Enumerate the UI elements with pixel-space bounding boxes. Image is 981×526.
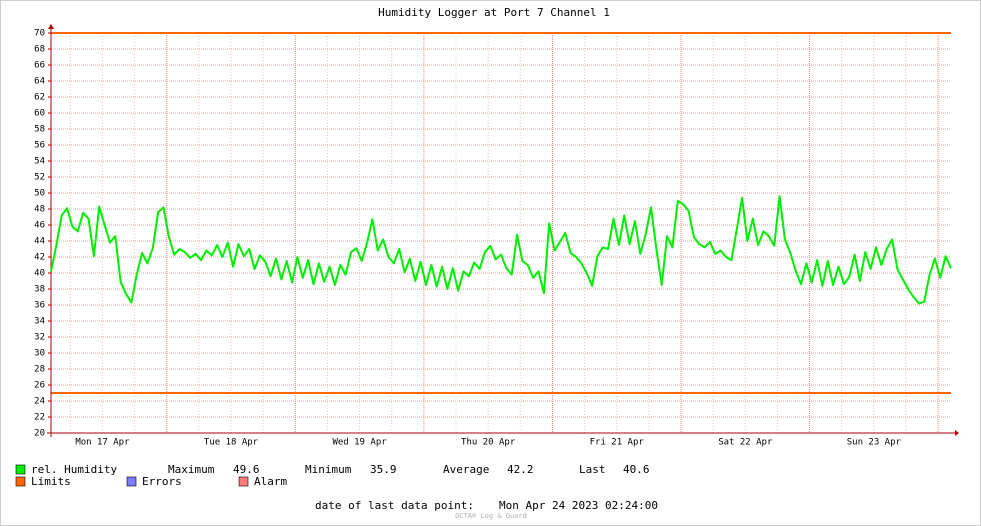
x-arrow — [955, 430, 959, 436]
x-tick-label: Sun 23 Apr — [847, 438, 902, 448]
y-tick-label: 28 — [34, 365, 45, 375]
legend-label: rel. Humidity — [31, 463, 117, 476]
stat-value: 49.6 — [233, 463, 260, 476]
y-tick-label: 20 — [34, 429, 45, 439]
chart-title: Humidity Logger at Port 7 Channel 1 — [378, 6, 610, 19]
x-tick-label: Thu 20 Apr — [461, 438, 516, 448]
last-data-point: Mon Apr 24 2023 02:24:00 — [499, 499, 658, 512]
legend-swatch — [126, 476, 137, 487]
y-tick-label: 68 — [34, 45, 45, 55]
y-tick-label: 64 — [34, 77, 45, 87]
y-tick-label: 30 — [34, 349, 45, 359]
legend-swatch — [238, 476, 249, 487]
x-tick-label: Fri 21 Apr — [590, 438, 645, 448]
x-tick-label: Wed 19 Apr — [332, 438, 387, 448]
y-tick-label: 50 — [34, 189, 45, 199]
stat-label: Last — [579, 463, 606, 476]
watermark: OCTA® Log & Guard — [455, 512, 527, 520]
y-tick-label: 62 — [34, 93, 45, 103]
y-tick-label: 42 — [34, 253, 45, 263]
y-tick-label: 22 — [34, 413, 45, 423]
stat-value: 40.6 — [623, 463, 650, 476]
y-tick-label: 46 — [34, 221, 45, 231]
y-tick-label: 38 — [34, 285, 45, 295]
y-tick-label: 36 — [34, 301, 45, 311]
y-tick-label: 70 — [34, 29, 45, 39]
y-tick-label: 44 — [34, 237, 45, 247]
y-tick-label: 32 — [34, 333, 45, 343]
y-tick-label: 24 — [34, 397, 45, 407]
y-tick-label: 54 — [34, 157, 45, 167]
legend-label: Errors — [142, 475, 182, 488]
y-tick-label: 48 — [34, 205, 45, 215]
y-tick-label: 58 — [34, 125, 45, 135]
y-tick-label: 40 — [34, 269, 45, 279]
data-line — [50, 195, 952, 305]
y-tick-label: 60 — [34, 109, 45, 119]
y-arrow — [48, 24, 54, 29]
legend-label: Alarm — [254, 475, 287, 488]
x-tick-label: Mon 17 Apr — [75, 438, 130, 448]
legend-label: Limits — [31, 475, 71, 488]
stat-label: Maximum — [168, 463, 215, 476]
x-tick-label: Sat 22 Apr — [718, 438, 773, 448]
stat-label: Average — [443, 463, 489, 476]
y-tick-label: 56 — [34, 141, 45, 151]
stat-value: 35.9 — [370, 463, 397, 476]
stat-value: 42.2 — [507, 463, 534, 476]
y-tick-label: 52 — [34, 173, 45, 183]
x-tick-label: Tue 18 Apr — [204, 438, 259, 448]
plot-area — [51, 33, 951, 433]
last-data-label: date of last data point: — [315, 499, 474, 512]
legend-swatch — [15, 476, 26, 487]
y-tick-label: 66 — [34, 61, 45, 71]
y-tick-label: 26 — [34, 381, 45, 391]
stat-label: Minimum — [305, 463, 352, 476]
y-tick-label: 34 — [34, 317, 45, 327]
legend-swatch — [15, 464, 26, 475]
